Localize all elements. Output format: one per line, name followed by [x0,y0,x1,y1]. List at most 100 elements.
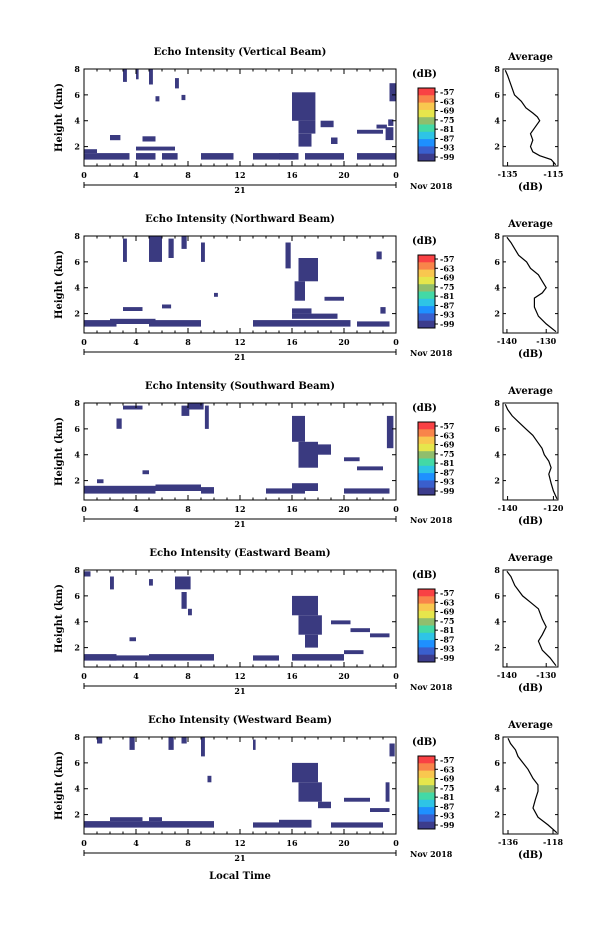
heatmap-cell [292,595,318,616]
x-tick-label: 20 [338,671,350,681]
avg-x-tick-label: -136 [498,837,518,847]
avg-y-tick-label: 2 [494,142,500,152]
heatmap-cell [376,251,382,260]
colorbar-tick-label: -81 [440,792,454,802]
heatmap-cell [136,821,201,828]
heatmap-cell [123,307,143,311]
colorbar-tick-label: -69 [440,607,455,617]
month-label: Nov 2018 [410,515,453,525]
avg-y-tick-label: 8 [494,398,500,408]
y-axis-label: Height (km) [54,751,65,820]
y-tick-label: 8 [74,565,80,575]
colorbar-tick-label: -63 [440,764,455,774]
heatmap-cell [162,153,178,160]
colorbar-swatch [418,124,435,133]
colorbar-swatch [418,262,435,271]
heatmap-cell [97,737,103,744]
heatmap-cell [298,120,316,134]
heatmap-cell [385,782,390,802]
avg-x-tick-label: -135 [498,169,518,179]
heatmap-cell [344,457,360,462]
heatmap-cell [136,69,139,80]
colorbar-swatch [418,117,435,125]
heatmap-cell [298,133,312,147]
y-tick-label: 2 [74,476,80,486]
x-tick-label: 8 [185,671,191,681]
colorbar-swatch [418,792,435,801]
avg-unit-label: (dB) [518,850,543,861]
heatmap-cell [142,470,149,475]
month-label: Nov 2018 [410,348,453,358]
x-tick-label: 8 [185,337,191,347]
heatmap-cell [175,576,191,590]
heatmap-cell [389,743,395,757]
heatmap-cell [344,488,390,494]
x-tick-label: 8 [185,170,191,180]
colorbar-swatch [418,814,435,823]
colorbar-tick-label: -75 [440,449,454,459]
x-tick-label: 20 [338,337,350,347]
colorbar-swatch [418,451,435,459]
colorbar-tick-label: -87 [440,133,454,143]
avg-profile-line [504,404,558,499]
colorbar-swatch [418,480,435,489]
heatmap-cell [294,281,305,301]
panel-3: Echo Intensity (Eastward Beam) 2 4 6 8 Height… [54,548,559,696]
colorbar-unit: (dB) [412,403,437,414]
colorbar-swatch [418,320,435,329]
avg-unit-label: (dB) [518,516,543,527]
panel-0: Echo Intensity (Vertical Beam) 2 4 6 8 Height… [54,47,563,195]
colorbar-tick-label: -57 [440,755,454,765]
avg-x-tick-label: -130 [536,336,556,346]
avg-title: Average [507,720,553,731]
heatmap-cell [292,483,318,491]
colorbar-swatch [418,276,435,285]
x-tick-label: 0 [393,504,399,514]
colorbar-tick-label: -69 [440,774,455,784]
heatmap-cell [84,654,117,661]
heatmap-cell [136,146,175,151]
panel-title: Echo Intensity (Southward Beam) [145,381,335,392]
avg-x-tick-label: -115 [543,169,563,179]
heatmap-cells [84,737,395,828]
heatmap-cell [123,69,127,82]
heatmap-cell [84,571,91,577]
heatmap-cell [253,153,299,160]
x-tick-label: 16 [286,838,298,848]
colorbar-swatch [418,313,435,322]
heatmap-cell [214,292,218,297]
y-tick-label: 4 [74,283,80,293]
colorbar-swatch [418,458,435,467]
x-tick-label: 4 [133,838,139,848]
colorbar-tick-label: -93 [440,310,455,320]
y-tick-label: 2 [74,643,80,653]
avg-x-tick-label: -130 [536,670,556,680]
colorbar-swatch [418,640,435,648]
y-tick-label: 8 [74,732,80,742]
y-tick-label: 4 [74,617,80,627]
y-tick-label: 6 [74,591,80,601]
y-axis-label: Height (km) [54,83,65,152]
heatmap-cell [84,153,130,160]
colorbar-swatch [418,153,435,162]
colorbar-swatch [418,269,435,278]
avg-y-tick-label: 2 [494,643,500,653]
heatmap-cells [84,69,396,160]
x-tick-label: 12 [234,671,245,681]
heatmap-cell [331,620,351,625]
heatmap-cell [110,318,156,324]
colorbar-swatch [418,255,435,263]
y-axis-label: Height (km) [54,584,65,653]
heatmap-cell [142,136,156,142]
x-tick-label: 8 [185,504,191,514]
heatmap-cell [320,120,334,128]
avg-y-tick-label: 8 [494,732,500,742]
heatmap-cell [201,153,234,160]
avg-y-tick-label: 6 [494,257,500,267]
colorbar-swatch [418,487,435,496]
avg-x-tick-label: -140 [497,670,517,680]
y-tick-label: 4 [74,784,80,794]
x-tick-label: 0 [393,337,399,347]
heatmap-cell [181,405,190,416]
colorbar-swatch [418,647,435,656]
